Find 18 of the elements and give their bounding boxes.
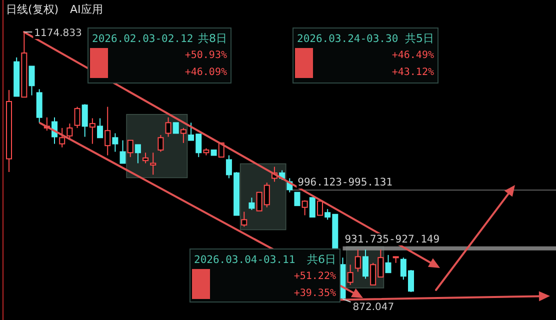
annotation: +46.49% bbox=[392, 50, 434, 61]
annotation: 共5日 bbox=[405, 32, 434, 45]
annotation: 共8日 bbox=[198, 32, 227, 45]
annotation: 2026.02.03-02.12 bbox=[92, 33, 194, 45]
annotation: 共6日 bbox=[307, 253, 336, 266]
chart-subtitle: AI应用 bbox=[70, 3, 103, 16]
annotation: 2026.03.04-03.11 bbox=[194, 254, 296, 266]
annotation: +39.35% bbox=[294, 288, 336, 299]
band-label: 931.735-927.149 bbox=[344, 233, 440, 246]
annotation: +43.12% bbox=[392, 67, 434, 78]
band-label: 996.123-995.131 bbox=[298, 176, 392, 189]
annotation: +46.09% bbox=[184, 67, 227, 78]
chart-title: 日线(复权) bbox=[6, 3, 59, 16]
annotation: 2026.03.24-03.30 bbox=[297, 33, 398, 45]
text: 872.047 bbox=[352, 302, 394, 313]
annotation: +50.93% bbox=[184, 50, 227, 61]
annotation: +51.22% bbox=[294, 271, 336, 282]
annotation: 1174.833 bbox=[34, 28, 82, 39]
